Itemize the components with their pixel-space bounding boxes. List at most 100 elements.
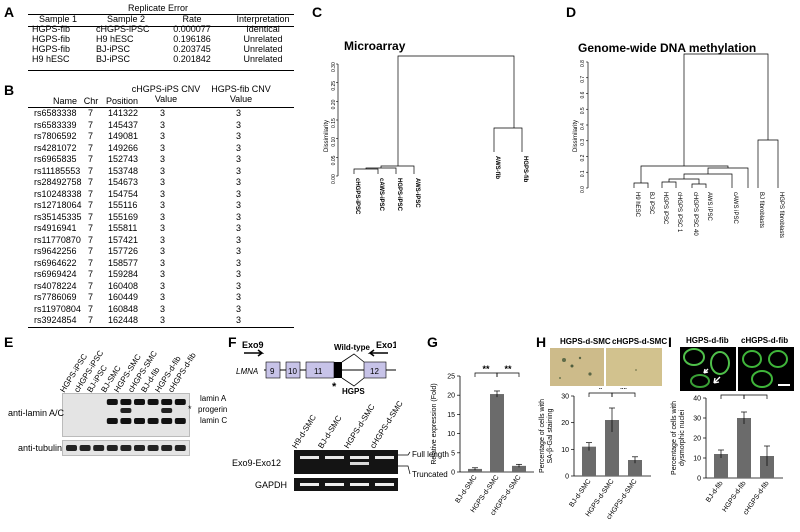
table-cell: 3	[160, 280, 166, 291]
table-cell: rs11970804	[34, 303, 81, 314]
exon-box	[285, 361, 301, 379]
chart-g: 0 5 10 15 20 25 Relative expression (Fold) BJ-d…	[431, 364, 534, 517]
table-cell: Unrelated	[243, 44, 283, 54]
lmna-gene-label: LMNA	[236, 367, 258, 376]
table-cell: 3	[236, 303, 242, 314]
table-cell: 158577	[108, 257, 139, 268]
y-tick-label: 0.3	[580, 139, 586, 146]
y-tick-label: 20	[561, 420, 569, 427]
table-cell: 7	[88, 269, 94, 279]
branch	[757, 139, 779, 188]
branch	[668, 178, 700, 184]
table-cell: rs4281072	[34, 142, 77, 153]
table-cell: 7	[88, 292, 94, 302]
lamin-a-band	[147, 399, 159, 405]
table-cell: 7	[88, 108, 94, 118]
panel-letter-a: A	[4, 4, 15, 20]
table-cell: 153748	[108, 165, 139, 176]
table-cell: 3	[160, 257, 166, 268]
reverse-primer-arrow	[367, 349, 388, 357]
replicate-error-table: Sample 1 Sample 2 Rate Interpretation HG…	[26, 14, 304, 64]
y-tick-label: 20	[693, 436, 701, 443]
table-cell: 3	[160, 154, 166, 164]
table-cell: 7	[88, 165, 94, 176]
wild-type-label: Wild-type	[334, 343, 370, 352]
y-axis-label: Percentage of cells withSA-β-Gal stainin…	[539, 399, 554, 473]
nuclei-image-hgps	[680, 347, 736, 391]
table-cell: 3	[160, 223, 166, 233]
branch	[691, 183, 707, 188]
bar	[605, 420, 619, 476]
x-tick-label: BJ-d-fib	[705, 480, 725, 504]
table-cell: 0.000077	[173, 24, 211, 34]
band-label: lamin A	[200, 394, 227, 403]
table-cell: HGPS-fib	[32, 24, 71, 34]
table-cell: 145437	[108, 119, 139, 130]
table-cell: 3	[160, 246, 166, 256]
significance-label: **	[482, 364, 490, 374]
microarray-dendrogram: Microarray Dissimilarity 0.00 0.05 0.10 0.1…	[324, 39, 528, 215]
table-cell: Unrelated	[243, 54, 283, 64]
y-axis-label-line: dysmorphic nuclei	[679, 410, 686, 466]
table-cell: rs12718064	[34, 200, 82, 210]
table-cell: 3	[236, 188, 242, 199]
bar	[628, 460, 642, 476]
table-row: H9 hESC BJ-iPSC 0.201842 Unrelated	[26, 54, 304, 64]
table-rule	[28, 14, 294, 15]
y-tick-label: 0.30	[331, 62, 337, 72]
x-tick-label: BJ-d-SMC	[454, 474, 478, 504]
table-cell: 0.201842	[173, 54, 211, 64]
table-cell: 0.196186	[173, 34, 211, 44]
table-cell: rs6583339	[34, 119, 77, 130]
table-cell: 7	[88, 177, 94, 187]
leaf-label: HGPS fibroblasts	[778, 192, 784, 238]
gapdh-band	[375, 483, 394, 486]
table-rule	[28, 327, 294, 328]
y-tick-label: 0.7	[580, 76, 586, 83]
lmna-schematic: Exo9 Exo12 Wild-type LMNA 9 10 11 12 * H…	[236, 340, 396, 396]
table-row: HGPS-fib cHGPS-iPSC 0.000077 Identical	[26, 24, 304, 34]
y-tick-label: 5	[451, 450, 455, 457]
full-length-band	[375, 456, 394, 459]
tubulin-band	[120, 445, 132, 451]
lamin-c-band	[174, 418, 186, 424]
y-axis-label: Dissimilarity	[573, 120, 579, 152]
panel-letter-h: H	[536, 334, 547, 350]
leaf-label: BJ fibroblasts	[758, 192, 764, 228]
branch	[661, 181, 677, 188]
tubulin-band	[79, 445, 91, 451]
y-axis-label-line: SA-β-Gal staining	[547, 408, 554, 463]
gapdh-gel	[294, 478, 398, 491]
branch	[353, 168, 379, 174]
full-length-label: Full length	[412, 450, 449, 459]
y-tick-label: 0.6	[580, 91, 586, 98]
table-rule	[28, 70, 294, 71]
table-cell: 3	[236, 142, 242, 153]
y-tick-label: 30	[693, 416, 701, 423]
table-cell: 0.203745	[173, 44, 211, 54]
table-cell: 3	[236, 165, 242, 176]
tubulin-band	[66, 445, 77, 451]
table-cell: H9 hESC	[96, 34, 134, 44]
y-tick-label: 0	[451, 470, 455, 477]
branch	[380, 165, 415, 174]
table-cell: 7	[88, 200, 94, 210]
table-cell: 3	[236, 292, 242, 302]
chart-h: 0 10 20 30 Percentage of cells withSA-β-Gal …	[539, 388, 651, 521]
table-cell: 3	[236, 269, 242, 279]
significance-bracket	[611, 392, 636, 397]
significance-bracket	[496, 372, 520, 377]
x-tick-label: BJ-d-SMC	[568, 478, 592, 508]
table-cell: rs6969424	[34, 269, 77, 279]
truncated-label: Truncated	[412, 470, 448, 479]
tubulin-band	[134, 445, 145, 451]
table-cell: 7	[88, 154, 94, 164]
table-cell: rs7806592	[34, 131, 77, 141]
table-cell: Unrelated	[243, 34, 283, 44]
lane-label: H9-d-SMC	[290, 413, 319, 450]
table-cell: 155116	[108, 200, 138, 210]
y-tick-label: 25	[447, 374, 455, 381]
table-cell: 157726	[108, 246, 139, 256]
table-cell: 3	[160, 292, 166, 302]
table-row: HGPS-fib BJ-iPSC 0.203745 Unrelated	[26, 44, 304, 54]
